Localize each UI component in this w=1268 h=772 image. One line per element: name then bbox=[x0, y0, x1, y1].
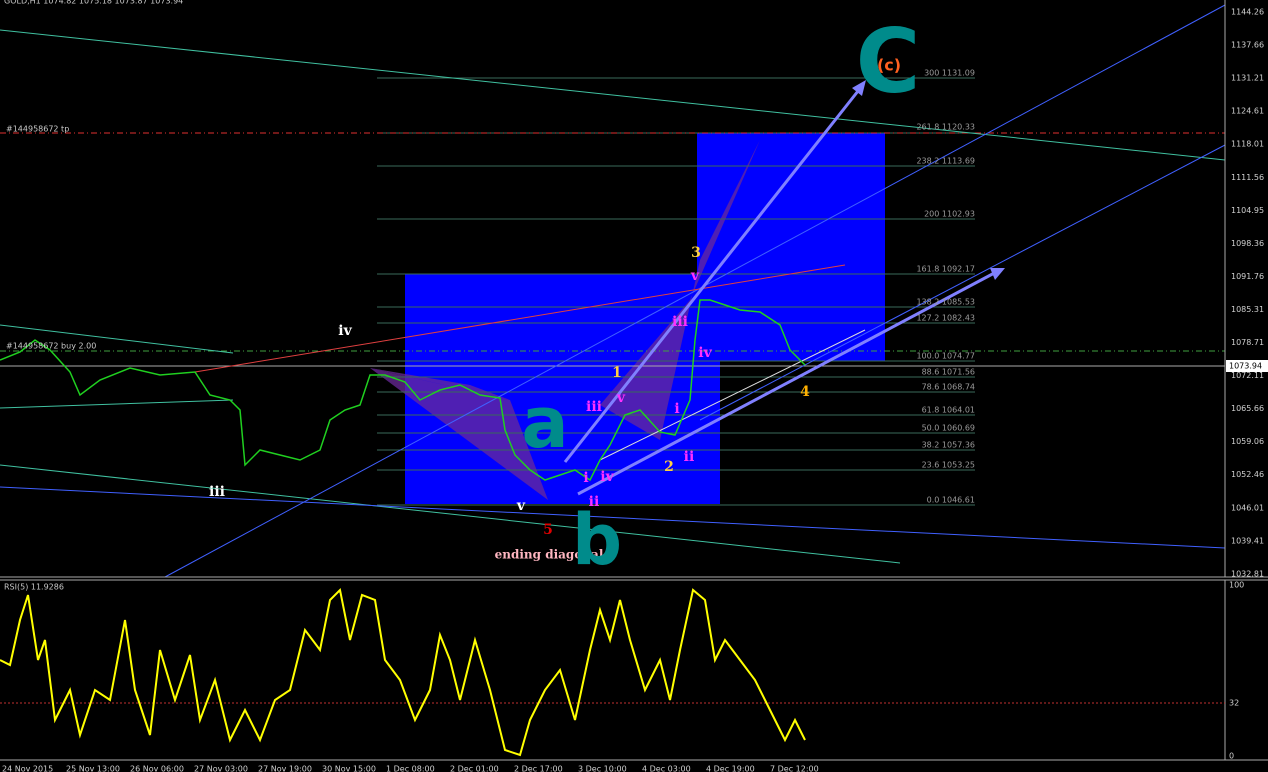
fib-label: 100.0 1074.77 bbox=[916, 352, 975, 361]
fib-label: 300 1131.09 bbox=[924, 69, 975, 78]
price-label: 1046.01 bbox=[1231, 503, 1264, 512]
wave-label: 1 bbox=[612, 365, 622, 381]
fib-label: 261.8 1120.33 bbox=[916, 123, 975, 132]
price-label: 1118.01 bbox=[1231, 140, 1264, 149]
fib-label: 23.6 1053.25 bbox=[922, 461, 975, 470]
fib-label: 200 1102.93 bbox=[924, 210, 975, 219]
indicator-axis-label: 100 bbox=[1229, 581, 1244, 590]
price-label: 1091.76 bbox=[1231, 272, 1264, 281]
price-label: 1052.46 bbox=[1231, 470, 1264, 479]
wave-label: ending diagonal bbox=[495, 548, 604, 562]
wave-label: a bbox=[521, 382, 568, 464]
order-label: #144958672 buy 2.00 bbox=[6, 342, 96, 351]
wave-label: 2 bbox=[664, 459, 674, 475]
price-label: 1059.06 bbox=[1231, 437, 1264, 446]
wave-label: b bbox=[572, 499, 622, 581]
price-label: 1085.31 bbox=[1231, 305, 1264, 314]
time-label: 7 Dec 12:00 bbox=[770, 765, 819, 772]
wave-label: v bbox=[690, 268, 700, 284]
time-label: 30 Nov 15:00 bbox=[322, 765, 376, 772]
time-label: 2 Dec 17:00 bbox=[514, 765, 563, 772]
current-price: 1073.94 bbox=[1229, 362, 1262, 371]
price-label: 1065.66 bbox=[1231, 404, 1264, 413]
wave-label: i bbox=[583, 470, 588, 486]
wave-label: 3 bbox=[691, 245, 701, 261]
fib-label: 127.2 1082.43 bbox=[916, 314, 975, 323]
time-label: 27 Nov 19:00 bbox=[258, 765, 312, 772]
wave-label: 5 bbox=[543, 522, 553, 538]
price-label: 1111.56 bbox=[1231, 173, 1264, 182]
price-label: 1078.71 bbox=[1231, 338, 1264, 347]
fib-label: 0.0 1046.61 bbox=[927, 496, 975, 505]
channels bbox=[0, 4, 1226, 578]
time-label: 27 Nov 03:00 bbox=[194, 765, 248, 772]
time-label: 4 Dec 03:00 bbox=[642, 765, 691, 772]
price-label: 1039.41 bbox=[1231, 536, 1264, 545]
time-label: 24 Nov 2015 bbox=[2, 765, 53, 772]
price-label: 1098.36 bbox=[1231, 239, 1264, 248]
time-label: 25 Nov 13:00 bbox=[66, 765, 120, 772]
time-label: 4 Dec 19:00 bbox=[706, 765, 755, 772]
price-line bbox=[0, 299, 806, 482]
wave-label: iv bbox=[698, 345, 712, 361]
wave-label: iv bbox=[600, 469, 614, 485]
rsi-line bbox=[0, 587, 806, 757]
wave-label: 4 bbox=[800, 384, 810, 400]
wave-label: iii bbox=[672, 314, 688, 330]
drawings bbox=[0, 4, 1226, 578]
title: GOLD,H1 1074.82 1075.18 1073.87 1073.94 bbox=[4, 0, 183, 6]
fib-label: 78.6 1068.74 bbox=[922, 383, 975, 392]
wave-label: ii bbox=[589, 494, 600, 510]
triangle bbox=[370, 368, 548, 500]
wave-label: iii bbox=[209, 484, 225, 500]
price-label: 1144.26 bbox=[1231, 8, 1264, 17]
price-label: 1131.21 bbox=[1231, 74, 1264, 83]
price-label: 1072.11 bbox=[1231, 371, 1264, 380]
fib-label: 88.6 1071.56 bbox=[922, 368, 975, 377]
wave-label: C bbox=[856, 10, 921, 113]
wave-label: (c) bbox=[877, 56, 901, 75]
current-price-box bbox=[1226, 360, 1268, 372]
wave-label: v bbox=[516, 498, 526, 514]
box bbox=[697, 133, 885, 361]
time-label: 3 Dec 10:00 bbox=[578, 765, 627, 772]
order-label: #144958672 tp bbox=[6, 125, 69, 134]
fib-lines bbox=[377, 77, 975, 506]
indicator-title: RSI(5) 11.9286 bbox=[4, 583, 64, 592]
price-label: 1124.61 bbox=[1231, 107, 1264, 116]
fib-label: 61.8 1064.01 bbox=[922, 406, 975, 415]
time-label: 1 Dec 08:00 bbox=[386, 765, 435, 772]
indicator-axis-label: 32 bbox=[1229, 699, 1239, 708]
fib-label: 38.2 1057.36 bbox=[922, 441, 975, 450]
price-label: 1032.81 bbox=[1231, 569, 1264, 578]
wave-label: i bbox=[674, 401, 679, 417]
arrows bbox=[563, 80, 1005, 496]
price-label: 1104.95 bbox=[1231, 206, 1264, 215]
wave-label: v bbox=[616, 390, 626, 406]
fib-label: 138.2 1085.53 bbox=[916, 298, 975, 307]
fib-label: 238.2 1113.69 bbox=[916, 157, 975, 166]
price-label: 1137.66 bbox=[1231, 41, 1264, 50]
indicator-axis-label: 0 bbox=[1229, 752, 1234, 761]
wave-label: iv bbox=[338, 323, 352, 339]
wave-label: ii bbox=[684, 449, 695, 465]
fib-label: 161.8 1092.17 bbox=[916, 265, 975, 274]
fib-label: 50.0 1060.69 bbox=[922, 424, 975, 433]
time-label: 2 Dec 01:00 bbox=[450, 765, 499, 772]
wave-label: iii bbox=[586, 399, 602, 415]
time-label: 26 Nov 06:00 bbox=[130, 765, 184, 772]
